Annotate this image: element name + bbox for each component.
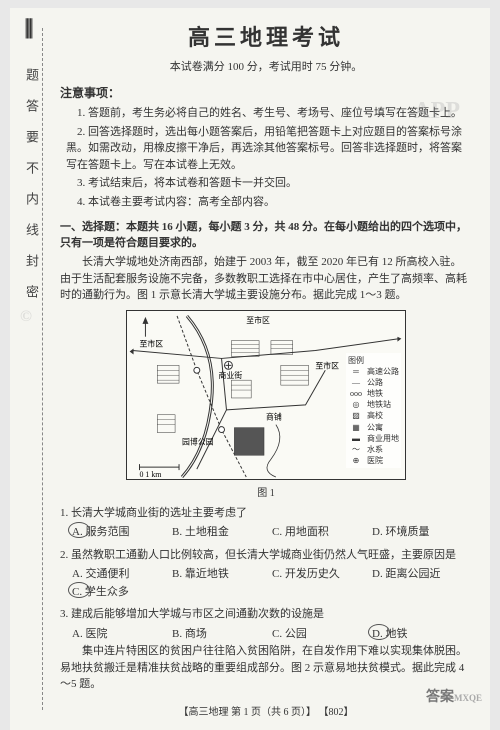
section-one-heading: 一、选择题：本题共 16 小题，每小题 3 分，共 48 分。在每小题给出的四个… xyxy=(60,218,472,250)
notice-item: 2. 回答选择题时，选出每小题答案后，用铅笔把答题卡上对应题目的答案标号涂黑。如… xyxy=(66,124,472,174)
q2-opt-b: B. 靠近地铁 xyxy=(172,566,272,584)
exam-subtitle: 本试卷满分 100 分，考试用时 75 分钟。 xyxy=(60,58,472,74)
map-label: 商铺 xyxy=(266,411,282,421)
legend-item: 地铁 xyxy=(367,388,383,399)
notice-list: 1. 答题前，考生务必将自己的姓名、考生号、考场号、座位号填写在答题卡上。 2.… xyxy=(66,105,472,210)
q3-opt-a: A. 医院 xyxy=(72,626,172,644)
notice-item: 4. 本试卷主要考试内容：高考全部内容。 xyxy=(66,194,472,211)
q2-opt-c: C. 开发历史久 xyxy=(272,566,372,584)
legend-item: 医院 xyxy=(367,455,383,466)
q3-stem: 3. 建成后能够增加大学城与市区之间通勤次数的设施是 xyxy=(60,606,472,623)
passage-1: 长清大学城地处济南西部，始建于 2003 年，截至 2020 年已有 12 所高… xyxy=(60,254,472,304)
legend-item: 公寓 xyxy=(367,422,383,433)
q3-opt-d: D. 地铁 xyxy=(372,626,472,644)
q1-opt-b: B. 土地租金 xyxy=(172,524,272,542)
q3-opt-c: C. 公园 xyxy=(272,626,372,644)
figure-1: 至市区 至市区 至市区 商业街 商铺 园博公园 0 1 km 图例 ═高速公路 … xyxy=(60,310,472,499)
passage-2: 集中连片特困区的贫困户往往陷入贫困陷阱，在自发作用下难以实现集体脱困。易地扶贫搬… xyxy=(60,643,472,693)
q1-stem: 1. 长清大学城商业街的选址主要考虑了 xyxy=(60,505,472,522)
map-legend: 图例 ═高速公路 —公路 ooo地铁 ◎地铁站 ▨高校 ▦公寓 ▬商业用地 ～水… xyxy=(346,353,401,469)
q1-opt-c: C. 用地面积 xyxy=(272,524,372,542)
figure-caption: 图 1 xyxy=(60,484,472,499)
q2-stem: 2. 虽然教职工通勤人口比例较高，但长清大学城商业街仍然人气旺盛，主要原因是 xyxy=(60,547,472,564)
legend-item: 水系 xyxy=(367,444,383,455)
map-label: 至市区 xyxy=(315,360,339,370)
notice-item: 1. 答题前，考生务必将自己的姓名、考生号、考场号、座位号填写在答题卡上。 xyxy=(66,105,472,122)
legend-item: 高校 xyxy=(367,410,383,421)
notice-heading: 注意事项： xyxy=(60,84,472,101)
map-label: 商业街 xyxy=(219,370,243,380)
page-ornament: ||||| xyxy=(24,14,31,40)
exam-title: 高三地理考试 xyxy=(60,20,472,52)
q2-opt-d: D. 距离公园近 xyxy=(372,566,472,584)
q2-opt-e: C. 学生众多 xyxy=(72,584,272,602)
legend-item: 公路 xyxy=(367,377,383,388)
map-scale: 0 1 km xyxy=(140,470,163,479)
legend-item: 地铁站 xyxy=(367,399,391,410)
q1-opt-d: D. 环境质量 xyxy=(372,524,472,542)
map-label: 园博公园 xyxy=(182,436,214,446)
map-box: 至市区 至市区 至市区 商业街 商铺 园博公园 0 1 km 图例 ═高速公路 … xyxy=(126,310,406,480)
notice-item: 3. 考试结束后，将本试卷和答题卡一并交回。 xyxy=(66,175,472,192)
page-footer: 【高三地理 第 1 页（共 6 页）】 【802】 xyxy=(60,703,472,718)
legend-item: 商业用地 xyxy=(367,433,399,444)
q1-opt-a: A. 服务范围 xyxy=(72,524,172,542)
side-seal-text: 题答要不内线封密 xyxy=(22,68,41,316)
legend-item: 高速公路 xyxy=(367,366,399,377)
watermark-corner: 答案MXQE xyxy=(426,686,482,706)
map-label: 至市区 xyxy=(140,338,164,348)
legend-title: 图例 xyxy=(348,355,399,366)
map-label: 至市区 xyxy=(246,314,270,324)
q3-opt-b: B. 商场 xyxy=(172,626,272,644)
q2-opt-a: A. 交通便利 xyxy=(72,566,172,584)
binding-dash xyxy=(42,28,43,710)
